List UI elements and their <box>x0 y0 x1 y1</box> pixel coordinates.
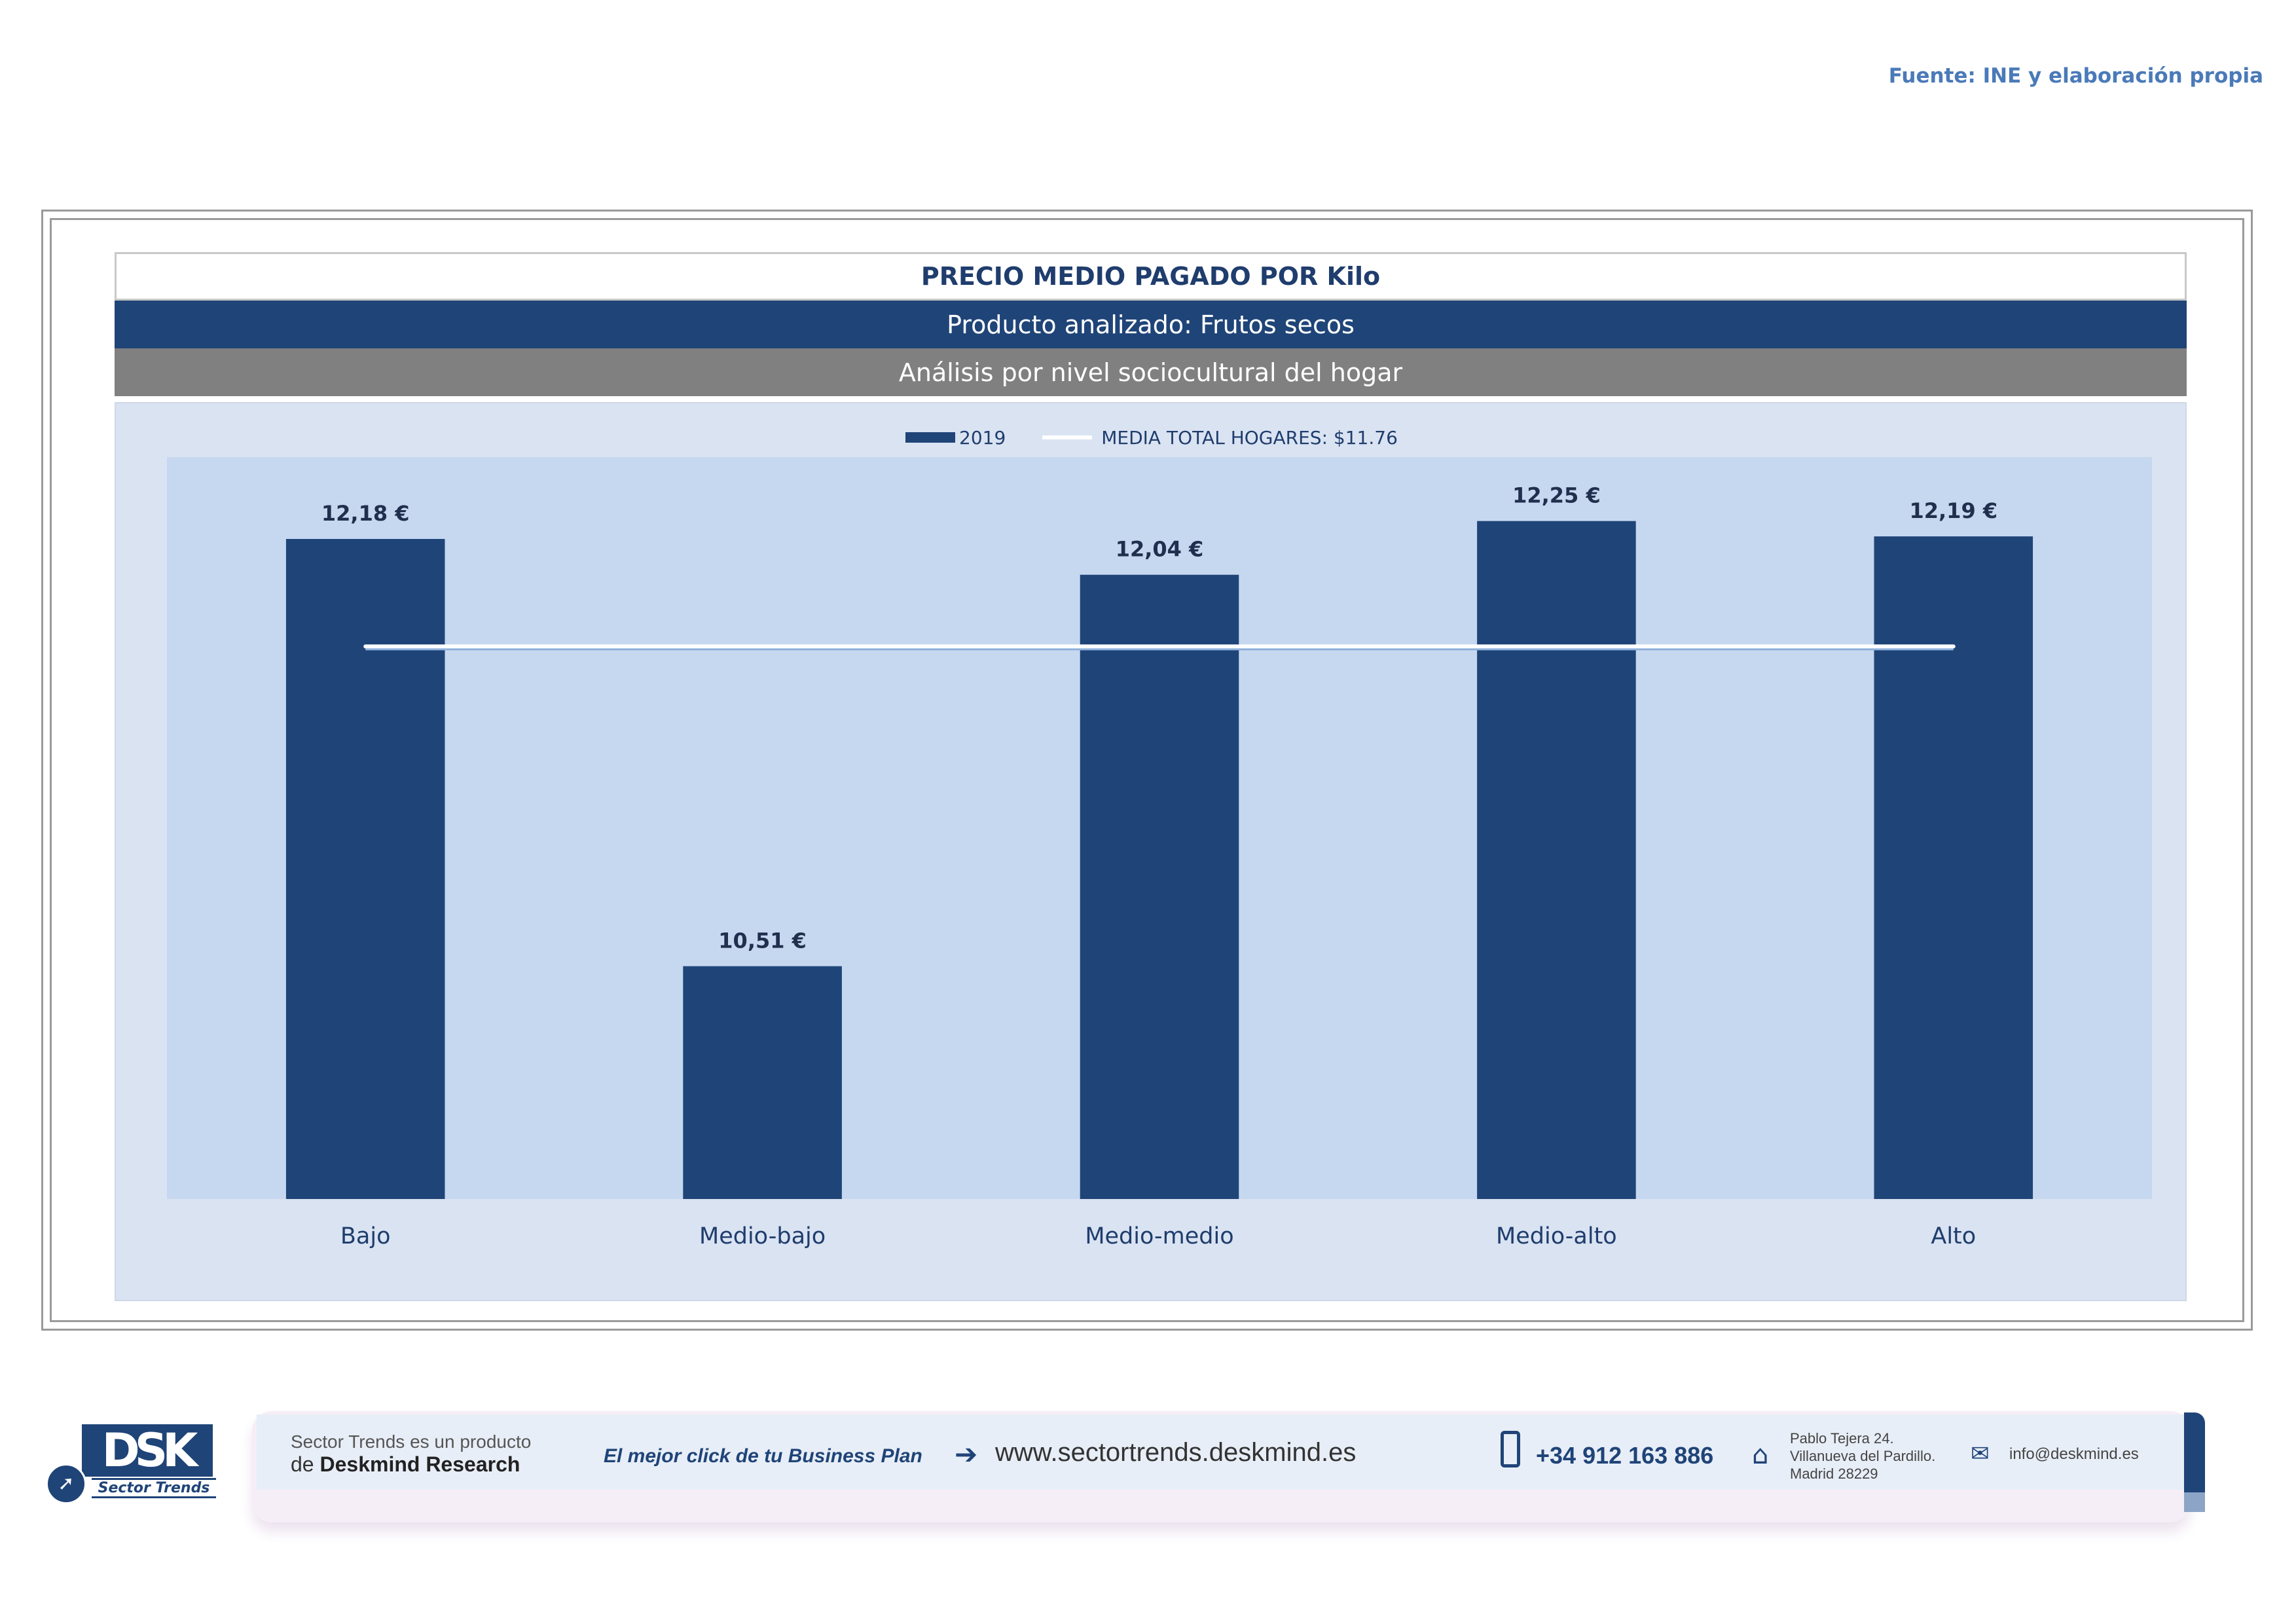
address-line-1: Pablo Tejera 24. <box>1790 1430 1894 1447</box>
x-tick-medio-alto: Medio-alto <box>1496 1223 1617 1249</box>
footer-brand-name: Deskmind Research <box>319 1452 520 1476</box>
bar-medio-medio <box>1080 574 1239 1199</box>
product-subtitle: Producto analizado: Frutos secos <box>115 301 2187 348</box>
legend-swatch-line <box>1042 435 1093 439</box>
mail-icon: ✉ <box>1971 1441 1990 1467</box>
footer-banner-inner <box>257 1414 2184 1490</box>
logo-subtitle: Sector Trends <box>92 1478 216 1498</box>
x-tick-alto: Alto <box>1931 1223 1976 1249</box>
footer-address: Pablo Tejera 24. Villanueva del Pardillo… <box>1790 1430 1935 1483</box>
source-note: Fuente: INE y elaboración propia <box>1888 64 2263 88</box>
address-line-3: Madrid 28229 <box>1790 1466 1878 1482</box>
chart-frame-inner <box>50 218 2244 1322</box>
legend-line-label: MEDIA TOTAL HOGARES: $11.76 <box>1101 426 1398 449</box>
analysis-subtitle: Análisis por nivel sociocultural del hog… <box>115 348 2187 396</box>
footer-brand-prefix: de <box>291 1452 314 1476</box>
footer-email[interactable]: info@deskmind.es <box>2009 1445 2139 1463</box>
x-tick-medio-bajo: Medio-bajo <box>699 1223 826 1249</box>
chart-area: 12,18 € Bajo 10,51 € Medio-bajo 12,04 € Medio… <box>115 402 2187 1301</box>
footer-banner-edge <box>2184 1412 2205 1498</box>
arrow-right-icon: ➔ <box>955 1438 978 1470</box>
footer-brand-line: de Deskmind Research <box>291 1452 520 1477</box>
rocket-icon: ➚ <box>46 1464 86 1504</box>
footer-slogan: El mejor click de tu Business Plan <box>604 1445 922 1467</box>
chart-frame <box>41 210 2253 1331</box>
x-tick-bajo: Bajo <box>340 1223 391 1249</box>
data-label-medio-alto: 12,25 € <box>1512 483 1601 508</box>
dsk-logo: DSK ➚ Sector Trends <box>46 1424 216 1504</box>
data-label-alto: 12,19 € <box>1909 498 1997 523</box>
data-label-medio-medio: 12,04 € <box>1116 537 1204 562</box>
footer-website-link[interactable]: www.sectortrends.deskmind.es <box>995 1438 1357 1467</box>
footer-product-line: Sector Trends es un producto <box>291 1431 532 1452</box>
chart-legend: 2019 MEDIA TOTAL HOGARES: $11.76 <box>905 426 1398 449</box>
bar-bajo <box>285 539 445 1199</box>
legend-swatch-bar <box>905 432 955 443</box>
bar-alto <box>1874 536 2033 1199</box>
data-label-medio-bajo: 10,51 € <box>718 928 807 953</box>
bar-medio-alto <box>1477 521 1636 1200</box>
logo-wordmark: DSK <box>82 1424 213 1477</box>
home-icon: ⌂ <box>1752 1440 1769 1470</box>
legend-series-label: 2019 <box>959 426 1006 449</box>
footer-banner-edge-lower <box>2184 1492 2205 1512</box>
footer-phone[interactable]: +34 912 163 886 <box>1536 1442 1714 1469</box>
bar-chart: 12,18 € Bajo 10,51 € Medio-bajo 12,04 € Medio… <box>167 457 2152 1249</box>
chart-title: PRECIO MEDIO PAGADO POR Kilo <box>115 252 2187 301</box>
bar-medio-bajo <box>683 966 842 1199</box>
x-tick-medio-medio: Medio-medio <box>1085 1223 1233 1249</box>
phone-icon <box>1501 1431 1520 1467</box>
address-line-2: Villanueva del Pardillo. <box>1790 1448 1936 1464</box>
data-label-bajo: 12,18 € <box>321 501 410 526</box>
